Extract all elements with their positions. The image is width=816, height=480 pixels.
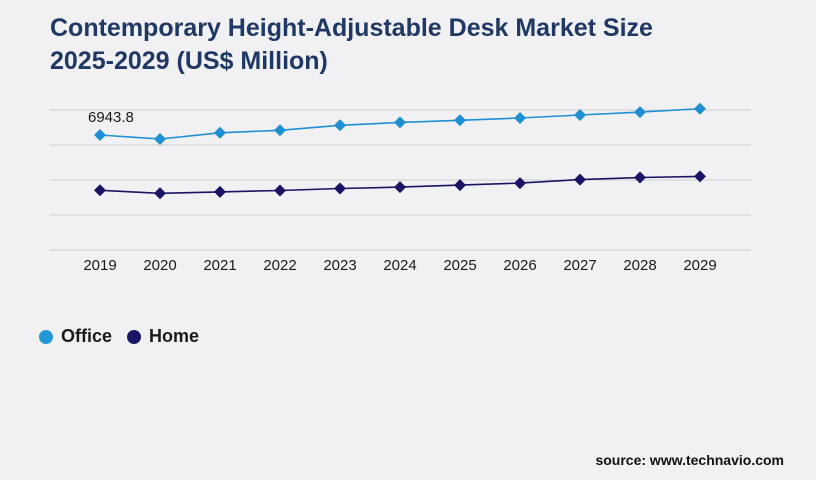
svg-text:2026: 2026 [503,257,536,274]
svg-text:2019: 2019 [83,257,116,274]
svg-text:2021: 2021 [203,257,236,274]
svg-text:2023: 2023 [323,257,356,274]
svg-text:6943.8: 6943.8 [88,109,134,126]
svg-text:2024: 2024 [383,257,416,274]
svg-text:2027: 2027 [563,257,596,274]
svg-text:2025: 2025 [443,257,476,274]
svg-text:2029: 2029 [683,257,716,274]
svg-text:2028: 2028 [623,257,656,274]
svg-text:2022: 2022 [263,257,296,274]
svg-text:2020: 2020 [143,257,176,274]
